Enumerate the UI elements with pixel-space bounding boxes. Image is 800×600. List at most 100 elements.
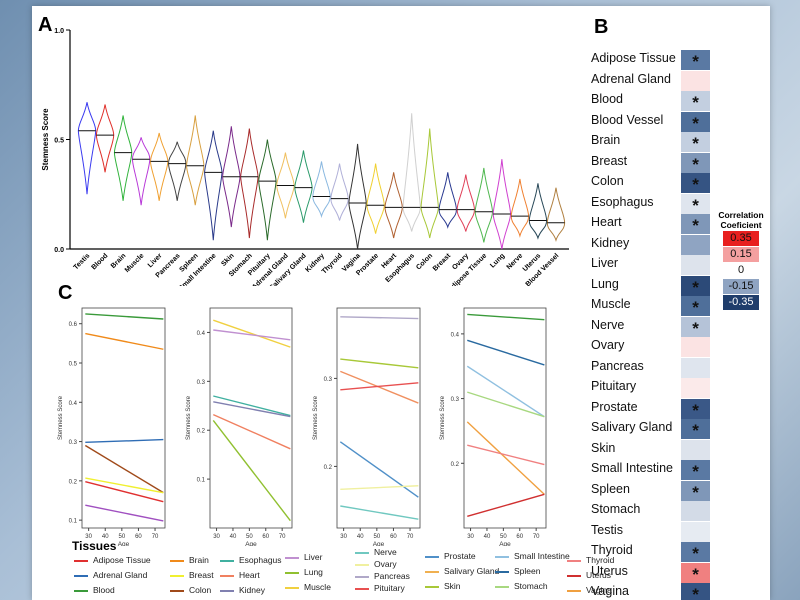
x-tick-label: Breast xyxy=(432,252,453,273)
legend-label: Brain xyxy=(189,555,209,565)
heatmap-row-label: Kidney xyxy=(591,235,630,250)
trend-line-brain xyxy=(85,332,164,350)
legend-label: Kidney xyxy=(239,585,265,595)
heatmap-row-label: Blood xyxy=(591,92,623,106)
y-tick-label: 0.5 xyxy=(69,362,78,368)
legend-label: Esophagus xyxy=(239,555,282,565)
heatmap-row: Muscle * xyxy=(585,296,770,317)
violin-salivary-gland xyxy=(294,150,313,223)
legend-swatch xyxy=(285,571,299,574)
x-tick-label: 60 xyxy=(135,534,142,540)
violin-nerve xyxy=(510,178,530,238)
panel-label-c: C xyxy=(58,282,73,304)
legend-label: Colon xyxy=(189,585,212,595)
heatmap-cell: * xyxy=(681,214,710,235)
trend-line-skin xyxy=(340,358,419,369)
x-tick-label: 40 xyxy=(102,534,109,540)
y-tick-label: 0.1 xyxy=(197,478,206,484)
x-tick-label: 70 xyxy=(407,534,414,540)
trend-line-adipose-tissue xyxy=(85,480,164,503)
subplot-frame xyxy=(463,307,547,529)
heatmap-row-label: Adipose Tissue xyxy=(591,51,676,65)
heatmap-row: Spleen * xyxy=(585,480,770,502)
violin-breast xyxy=(438,172,457,229)
heatmap-row-label: Salivary Gland xyxy=(591,420,673,434)
x-tick-label: 50 xyxy=(246,534,253,540)
y-tick-label: 0.3 xyxy=(451,397,460,403)
legend-item: Salivary Gland xyxy=(425,566,499,576)
x-tick-label: 70 xyxy=(152,534,159,540)
heatmap-row-label: Pituitary xyxy=(591,379,637,393)
heatmap: Adipose Tissue * Adrenal Gland Blood * Blood … xyxy=(585,50,770,600)
heatmap-cell: * xyxy=(681,419,710,440)
legend-item: Brain xyxy=(170,555,209,565)
violin-testis xyxy=(77,102,97,195)
y-tick-label: 0.2 xyxy=(69,479,78,485)
trend-line-spleen xyxy=(467,339,545,366)
legend-swatch xyxy=(220,589,234,592)
x-tick-label: 40 xyxy=(230,534,237,540)
legend-swatch xyxy=(285,586,299,589)
violin-pancreas xyxy=(168,141,187,201)
legend-item: Adrenal Gland xyxy=(74,570,147,580)
x-tick-label: 70 xyxy=(533,534,540,540)
trend-line-lung xyxy=(212,420,291,522)
heatmap-row-label: Esophagus xyxy=(591,194,654,209)
tissue-legend-title: Tissues xyxy=(72,539,117,553)
legend-label: Blood xyxy=(93,585,115,595)
trend-line-thyroid xyxy=(467,444,545,466)
legend-item: Lung xyxy=(285,567,323,577)
legend-item: Skin xyxy=(425,581,461,591)
trend-line-heart xyxy=(212,413,291,450)
legend-label: Muscle xyxy=(304,582,331,592)
trend-line-breast xyxy=(85,477,164,494)
legend-item: Kidney xyxy=(220,585,265,595)
legend-item: Heart xyxy=(220,570,260,580)
legend-swatch xyxy=(567,574,581,577)
correlation-legend-swatch: -0.15 xyxy=(723,279,759,294)
trend-line-esophagus xyxy=(213,395,291,417)
heatmap-row: Esophagus * xyxy=(585,193,770,215)
violin-small-intestine xyxy=(204,130,223,241)
legend-label: Adipose Tissue xyxy=(93,555,151,565)
y-tick-label: 0.2 xyxy=(451,462,460,468)
subplot-frame xyxy=(336,307,421,529)
panel-label-a: A xyxy=(38,14,53,36)
legend-swatch xyxy=(355,575,369,578)
x-tick-label: Muscle xyxy=(124,252,146,274)
heatmap-row-label: Nerve xyxy=(591,317,625,332)
correlation-legend-swatch: 0.35 xyxy=(723,231,759,246)
x-tick-label: Blood xyxy=(90,252,109,271)
heatmap-row: Pancreas xyxy=(585,357,770,378)
y-tick-label: 0.1 xyxy=(69,519,78,525)
legend-swatch xyxy=(220,559,234,562)
heatmap-cell: * xyxy=(681,562,710,584)
tissue-legend: Tissues Adipose Tissue Adrenal Gland Blood… xyxy=(62,539,614,600)
legend-label: Breast xyxy=(189,570,214,580)
heatmap-row-label: Ovary xyxy=(591,338,625,352)
violin-colon xyxy=(420,128,439,239)
heatmap-row: Prostate * xyxy=(585,398,770,420)
legend-swatch xyxy=(74,589,88,592)
heatmap-row-label: Colon xyxy=(591,174,624,188)
x-tick-label: 40 xyxy=(357,534,364,540)
heatmap-row: Uterus * xyxy=(585,562,770,584)
legend-swatch xyxy=(170,574,184,577)
legend-label: Pancreas xyxy=(374,571,410,581)
x-tick-label: 30 xyxy=(467,534,474,540)
violin-uterus xyxy=(528,183,548,240)
line-charts: 0.1 0.2 0.3 0.4 0.5 0.6 30 40 50 60 70 Age Stemness … xyxy=(58,307,547,546)
trend-line-vagina xyxy=(466,421,545,495)
heatmap-row: Colon * xyxy=(585,173,770,194)
heatmap-row: Blood * xyxy=(585,91,770,112)
heatmap-cell xyxy=(681,234,710,255)
heatmap-cell: * xyxy=(681,132,710,153)
violin-liver xyxy=(150,132,169,201)
heatmap-cell: * xyxy=(681,583,710,600)
x-tick-label: Testis xyxy=(73,252,92,271)
y-tick-label: 0.3 xyxy=(197,380,206,386)
legend-item: Liver xyxy=(285,552,322,562)
legend-swatch xyxy=(425,585,439,588)
violin-thyroid xyxy=(330,163,349,221)
heatmap-row: Brain * xyxy=(585,132,770,153)
